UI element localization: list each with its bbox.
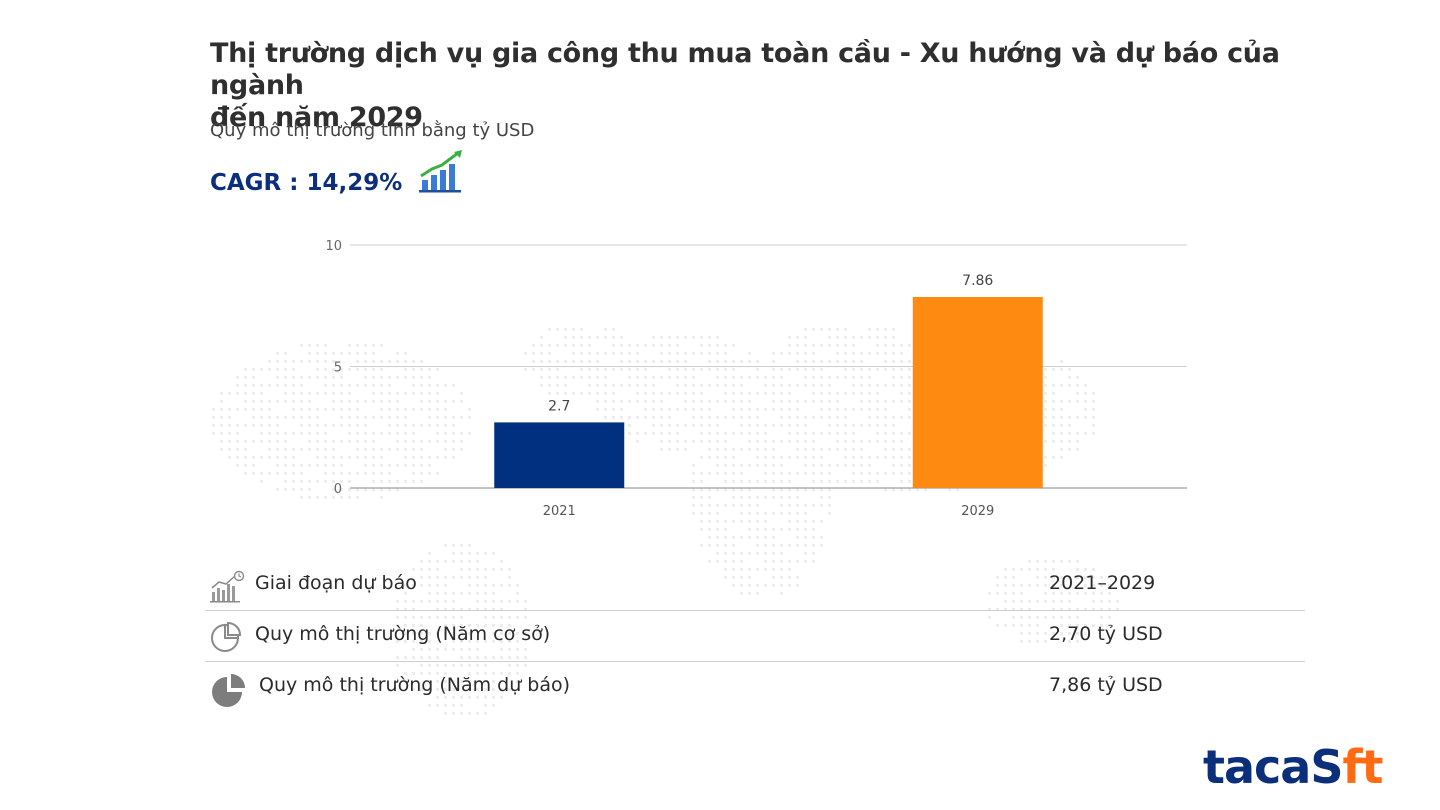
logo-text-1: taca (1203, 740, 1311, 794)
tacasoft-logo: tacaSft (1203, 740, 1384, 794)
bar-chart: 0 5 10 2.7 2021 7.86 2029 (325, 239, 1187, 519)
summary-row-forecast-period: Giai đoạn dự báo 2021–2029 (205, 560, 1305, 611)
summary-table: Giai đoạn dự báo 2021–2029 Quy mô thị tr… (205, 560, 1305, 712)
bar (494, 422, 625, 488)
summary-value: 2,70 tỷ USD (1049, 623, 1163, 645)
summary-label: Giai đoạn dự báo (255, 572, 417, 594)
summary-label: Quy mô thị trường (Năm dự báo) (259, 674, 571, 696)
cagr-label: CAGR : 14,29% (210, 170, 403, 196)
y-tick-label: 0 (334, 482, 342, 497)
x-tick-label: 2021 (543, 504, 576, 519)
logo-text-3: ft (1342, 740, 1383, 794)
summary-label: Quy mô thị trường (Năm cơ sở) (255, 623, 551, 645)
summary-value: 2021–2029 (1049, 572, 1156, 594)
x-tick-label: 2029 (961, 504, 994, 519)
pie-chart-filled-icon (212, 674, 245, 707)
data-label: 2.7 (548, 398, 570, 414)
title-line-1: Thị trường dịch vụ gia công thu mua toàn… (210, 38, 1280, 101)
y-tick-label: 10 (325, 239, 342, 254)
title-line-2: đến năm 2029 (210, 102, 423, 133)
summary-row-base-year: Quy mô thị trường (Năm cơ sở) 2,70 tỷ US… (205, 611, 1305, 662)
data-label: 7.86 (962, 273, 993, 289)
chart-title: Thị trường dịch vụ gia công thu mua toàn… (210, 38, 1310, 134)
summary-value: 7,86 tỷ USD (1049, 674, 1163, 696)
chart-subtitle: Quy mô thị trường tính bằng tỷ USD (210, 120, 535, 141)
y-tick-label: 5 (334, 361, 342, 376)
bar-chart-clock-icon (210, 570, 245, 603)
bar (912, 297, 1043, 488)
summary-row-forecast-year: Quy mô thị trường (Năm dự báo) 7,86 tỷ U… (205, 662, 1305, 712)
logo-text-2: S (1310, 740, 1343, 794)
growth-chart-icon (419, 150, 462, 193)
pie-chart-outline-icon (211, 621, 242, 652)
